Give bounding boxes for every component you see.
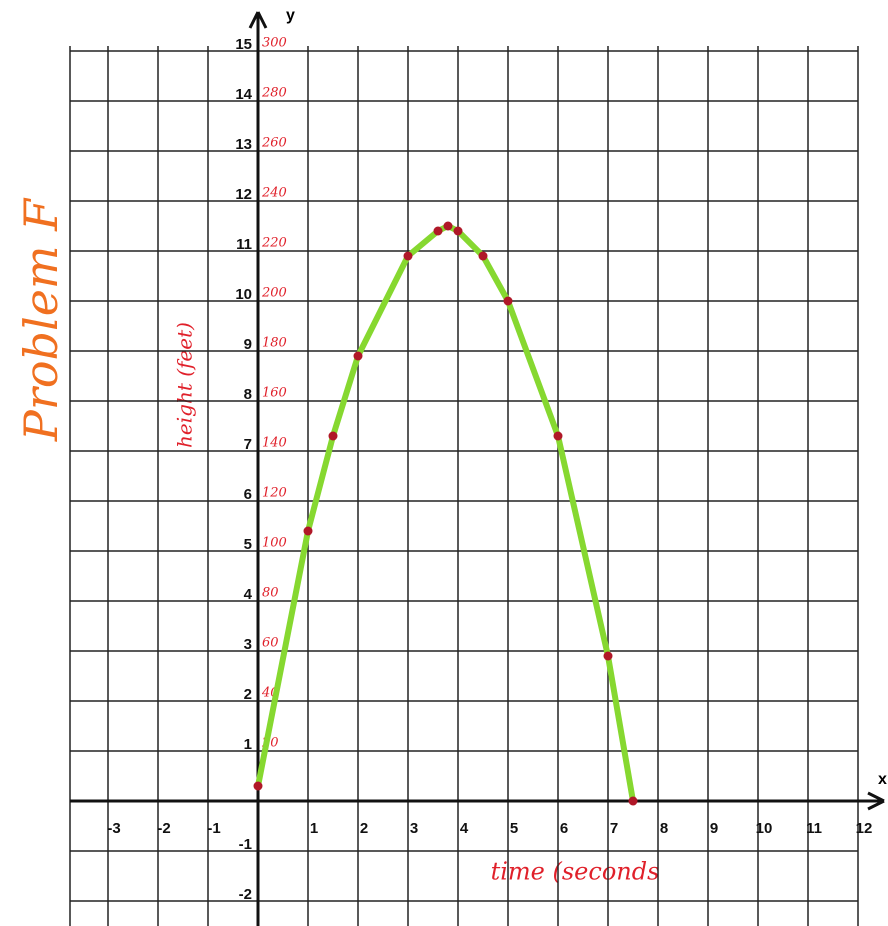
chart-title: Problem F	[14, 197, 68, 442]
y-axis-name: y	[286, 7, 295, 24]
x-tick-label: -2	[157, 820, 170, 837]
y-tick-label: 4	[244, 586, 253, 603]
x-tick-label: -1	[207, 820, 220, 837]
y2-tick-label: 100	[262, 536, 287, 551]
y2-tick-label: 160	[262, 386, 287, 401]
y-tick-label: 9	[244, 336, 252, 353]
x-tick-label: 4	[460, 820, 469, 837]
data-point	[554, 432, 563, 441]
data-point	[329, 432, 338, 441]
x-tick-label: 9	[710, 820, 718, 837]
x-tick-label: 1	[310, 820, 318, 837]
x-tick-label: -3	[107, 820, 120, 837]
y-tick-label: 8	[244, 386, 252, 403]
y2-tick-label: 120	[262, 486, 287, 501]
y-axis-label: height (feet)	[173, 322, 197, 448]
y2-tick-label: 140	[262, 436, 287, 451]
y-tick-label: 2	[244, 686, 252, 703]
y-tick-label: 1	[244, 736, 252, 753]
x-tick-label: 5	[510, 820, 518, 837]
x-tick-label: 8	[660, 820, 668, 837]
chart: Problem F height (feet) time (seconds y …	[0, 0, 888, 926]
y-tick-label: 12	[235, 186, 252, 203]
x-axis-name: x	[878, 771, 887, 788]
y2-tick-label: 180	[262, 336, 287, 351]
x-tick-label: 2	[360, 820, 368, 837]
data-point	[254, 782, 263, 791]
data-point	[354, 352, 363, 361]
data-point	[629, 797, 638, 806]
data-point	[304, 527, 313, 536]
y2-tick-label: 240	[261, 186, 287, 201]
data-line	[258, 226, 633, 801]
y2-tick-label: 80	[262, 586, 279, 601]
y-tick-label: 10	[235, 286, 252, 303]
x-tick-label: 10	[756, 820, 773, 837]
y-tick-label: 11	[236, 236, 252, 253]
data-point	[454, 227, 463, 236]
y-tick-label: 3	[244, 636, 252, 653]
data-point	[434, 227, 443, 236]
data-point	[444, 222, 453, 231]
y2-tick-label: 200	[261, 286, 287, 301]
x-tick-label: 7	[610, 820, 618, 837]
y-tick-label: 14	[235, 86, 252, 103]
x-tick-label: 6	[560, 820, 568, 837]
x-tick-label: 3	[410, 820, 418, 837]
data-point	[604, 652, 613, 661]
y-tick-label: 13	[235, 136, 252, 153]
y-tick-label: 15	[235, 36, 252, 53]
x-axis-label: time (seconds	[491, 858, 660, 886]
y2-tick-label: 300	[262, 36, 287, 51]
y-tick-label: -1	[239, 836, 252, 853]
y2-tick-label: 220	[261, 236, 287, 251]
y-tick-label: -2	[239, 886, 252, 903]
x-tick-label: 11	[806, 820, 822, 837]
y-tick-label: 5	[244, 536, 252, 553]
y2-tick-label: 280	[261, 86, 287, 101]
data-point	[504, 297, 513, 306]
data-point	[479, 252, 488, 261]
data-point	[404, 252, 413, 261]
y-tick-label: 7	[244, 436, 252, 453]
y2-tick-label: 260	[261, 136, 287, 151]
y-tick-label: 6	[244, 486, 252, 503]
y2-tick-label: 60	[262, 636, 279, 651]
x-tick-label: 12	[856, 820, 873, 837]
